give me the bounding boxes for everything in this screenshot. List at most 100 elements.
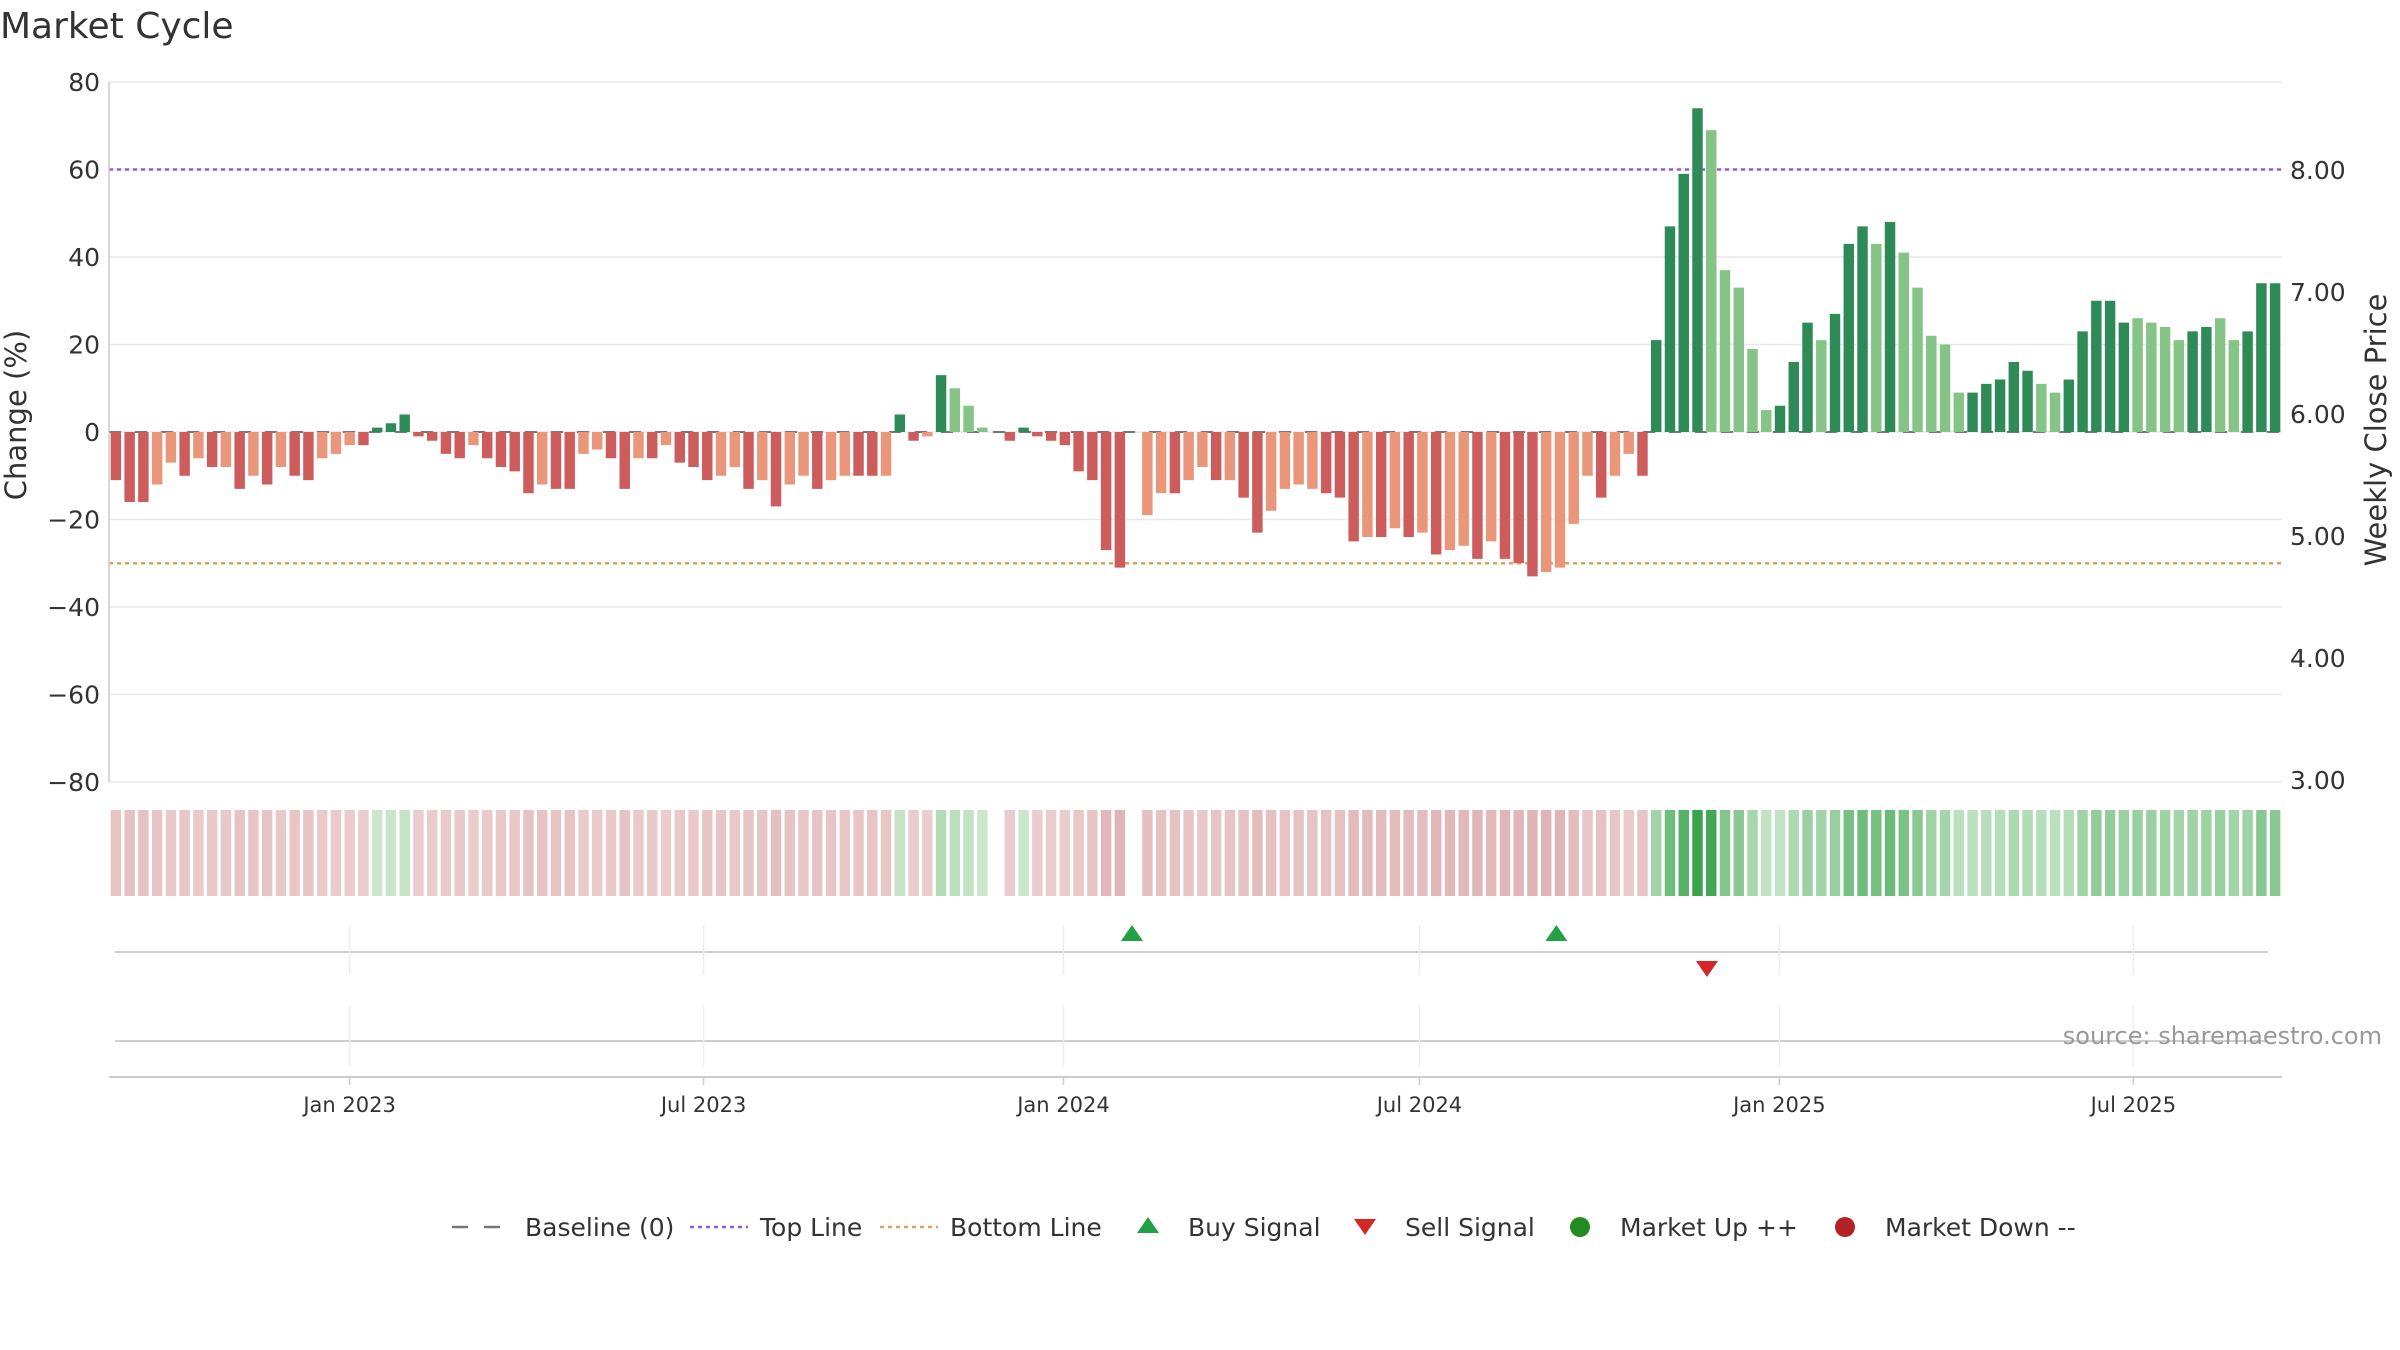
strip-cell-39	[647, 810, 658, 896]
strip-cell-132	[1926, 810, 1937, 896]
bar-103	[1527, 432, 1538, 577]
bar-151	[2187, 331, 2198, 432]
strip-cell-9	[234, 810, 245, 896]
buy-signal-0	[1120, 925, 1143, 941]
bar-27	[481, 432, 493, 459]
strip-cell-28	[495, 810, 507, 896]
bar-80	[1210, 432, 1222, 481]
strip-cell-128	[1871, 810, 1882, 896]
bar-96	[1430, 432, 1442, 555]
strip-cell-67	[1032, 810, 1043, 896]
bar-32	[550, 432, 562, 489]
bar-145	[2104, 300, 2116, 432]
bar-126	[1843, 243, 1855, 432]
strip-cell-141	[2049, 810, 2061, 896]
bar-101	[1499, 432, 1511, 559]
bar-5	[179, 432, 190, 476]
y2-axis-label: Weekly Close Price	[2359, 294, 2393, 567]
bar-52	[825, 432, 837, 481]
strip-cell-42	[688, 810, 699, 896]
strip-cell-156	[2256, 810, 2267, 896]
strip-cell-85	[1279, 810, 1291, 896]
y-tick-label-0: 80	[68, 68, 100, 97]
market-panel	[109, 1006, 2282, 1078]
strip-cell-106	[1568, 810, 1579, 896]
bar-142	[2063, 379, 2075, 432]
strip-cell-26	[468, 810, 479, 896]
bar-97	[1444, 432, 1456, 551]
bar-108	[1595, 432, 1607, 498]
y-tick-label-1: 60	[68, 156, 100, 185]
bar-59	[922, 432, 933, 437]
bar-153	[2214, 318, 2226, 432]
strip-cell-52	[825, 810, 837, 896]
x-tick-label-0: Jan 2023	[301, 1093, 396, 1117]
strip-cell-96	[1430, 810, 1442, 896]
bar-84	[1265, 432, 1277, 511]
bar-35	[592, 432, 603, 450]
strip-cell-60	[935, 810, 947, 896]
bar-46	[743, 432, 754, 489]
strip-cell-75	[1142, 810, 1153, 896]
strip-cell-62	[963, 810, 974, 896]
strip-cell-71	[1087, 810, 1098, 896]
buy-signal-1	[1545, 925, 1568, 941]
strip-cell-35	[592, 810, 603, 896]
bar-123	[1802, 322, 1813, 432]
strip-cell-81	[1224, 810, 1236, 896]
bar-146	[2118, 322, 2130, 432]
strip-cell-133	[1939, 810, 1951, 896]
y-tick-label-8: −80	[47, 768, 100, 797]
bar-111	[1637, 432, 1648, 476]
strip-cell-149	[2159, 810, 2171, 896]
bar-3	[151, 432, 163, 485]
strip-cell-152	[2201, 810, 2212, 896]
bar-6	[193, 432, 204, 459]
change-bars	[110, 108, 2281, 577]
bar-28	[495, 432, 507, 467]
bar-53	[839, 432, 851, 476]
bar-83	[1252, 432, 1263, 533]
bar-99	[1472, 432, 1483, 559]
bar-14	[303, 432, 314, 481]
strip-cell-16	[330, 810, 342, 896]
y-axis-label: Change (%)	[0, 330, 33, 500]
strip-cell-27	[481, 810, 493, 896]
legend-label-3: Buy Signal	[1188, 1213, 1321, 1242]
strip-cell-34	[578, 810, 589, 896]
bar-102	[1513, 432, 1524, 564]
legend: Baseline (0) Top Line Bottom Line Buy Signa…	[452, 1213, 2076, 1242]
strip-cell-56	[880, 810, 892, 896]
bar-58	[908, 432, 919, 441]
y-ticks: 80 60 40 20 0 −20 −40 −60 −80	[47, 68, 100, 797]
strip-cell-30	[523, 810, 534, 896]
legend-item-6: Market Down --	[1835, 1213, 2076, 1242]
strip-cell-24	[440, 810, 452, 896]
bar-157	[2269, 283, 2281, 432]
strip-cell-130	[1898, 810, 1910, 896]
strip-cell-48	[770, 810, 782, 896]
y2-tick-label-1: 7.00	[2290, 278, 2346, 307]
strip-cell-87	[1307, 810, 1318, 896]
bar-150	[2173, 340, 2185, 432]
bar-4	[165, 432, 177, 463]
strip-cell-147	[2132, 810, 2143, 896]
strip-cell-108	[1595, 810, 1607, 896]
bar-57	[894, 414, 906, 432]
bar-109	[1609, 432, 1621, 476]
strip-cell-82	[1238, 810, 1249, 896]
bar-47	[757, 432, 768, 481]
bar-129	[1884, 222, 1896, 432]
strip-cell-80	[1210, 810, 1222, 896]
strip-cell-139	[2022, 810, 2033, 896]
strip-cell-116	[1706, 810, 1717, 896]
strip-cell-155	[2242, 810, 2253, 896]
strip-cell-105	[1554, 810, 1566, 896]
strip-cell-17	[344, 810, 355, 896]
bar-89	[1334, 432, 1346, 498]
strip-cell-36	[605, 810, 617, 896]
strip-cell-13	[289, 810, 300, 896]
bar-75	[1142, 432, 1153, 516]
strip-cell-89	[1334, 810, 1346, 896]
bar-66	[1018, 427, 1029, 432]
